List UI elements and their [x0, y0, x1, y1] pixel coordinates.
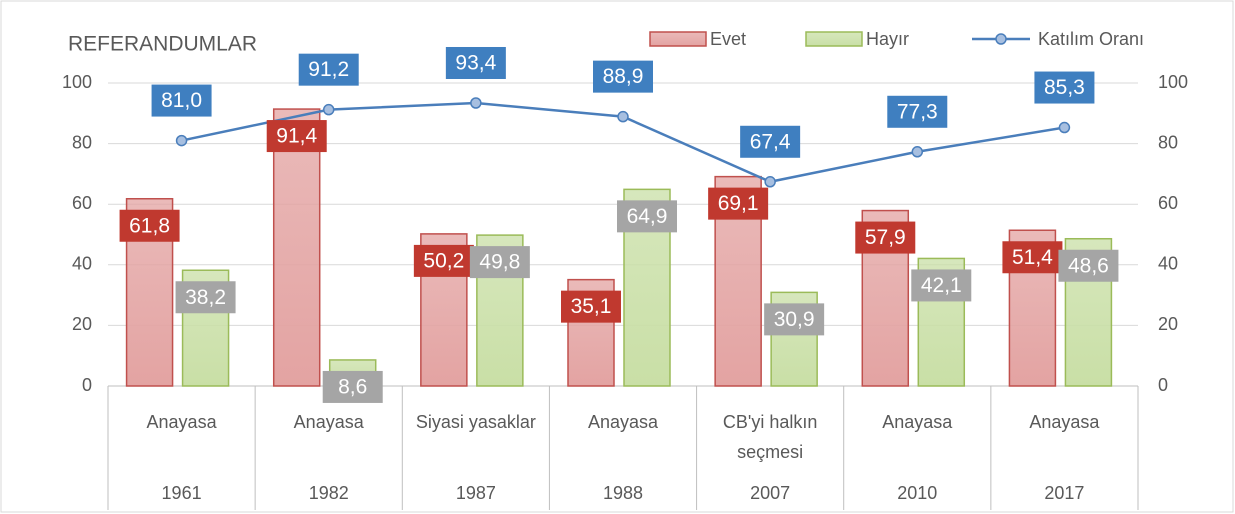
- data-label: 91,2: [308, 58, 349, 81]
- y-tick-label: 40: [72, 254, 92, 274]
- legend-label: Hayır: [866, 29, 909, 49]
- data-label-box: [175, 281, 236, 314]
- line-marker: [1058, 121, 1071, 134]
- data-label-box: [708, 187, 769, 220]
- x-tick-label: Anayasa: [1029, 412, 1100, 432]
- y-tick-label: 100: [62, 72, 92, 92]
- data-label: 49,8: [479, 251, 520, 274]
- data-label: 42,1: [921, 274, 962, 297]
- x-group-label: 2010: [897, 483, 938, 503]
- y2-tick-label: 100: [1158, 72, 1188, 92]
- data-label: 81,0: [161, 89, 202, 112]
- legend-label: Evet: [710, 29, 746, 49]
- y-tick-label: 60: [72, 193, 92, 213]
- data-label-box: [322, 370, 383, 403]
- data-label-box: [298, 53, 359, 86]
- data-label: 91,4: [276, 125, 317, 148]
- data-label-box: [561, 290, 621, 323]
- y2-tick-label: 80: [1158, 132, 1178, 152]
- data-label: 8,6: [338, 375, 367, 398]
- data-label: 85,3: [1044, 76, 1085, 99]
- x-group-label: 2017: [1044, 483, 1085, 503]
- x-group-label: 1988: [602, 483, 644, 503]
- data-label-box: [119, 209, 180, 242]
- legend-label: Katılım Oranı: [1038, 29, 1144, 49]
- data-label-box: [1002, 241, 1063, 274]
- data-label: 51,4: [1012, 246, 1053, 269]
- y-tick-label: 20: [72, 314, 92, 334]
- data-label-box: [445, 46, 506, 79]
- x-group-label: 1987: [455, 483, 496, 503]
- x-tick-label: Anayasa: [587, 412, 659, 432]
- legend-swatch: [649, 31, 707, 47]
- x-tick-label: Siyasi yasaklar: [415, 412, 536, 432]
- x-group-label: 1982: [308, 483, 349, 503]
- y2-tick-label: 60: [1158, 193, 1178, 213]
- line-marker: [911, 146, 924, 158]
- line-marker: [470, 97, 482, 109]
- data-label: 69,1: [718, 192, 759, 215]
- x-tick-label: Anayasa: [293, 412, 364, 432]
- x-group-label: 2007: [750, 483, 791, 503]
- data-label: 64,9: [627, 205, 668, 228]
- data-label: 67,4: [750, 130, 791, 153]
- chart-title: REFERANDUMLAR: [68, 33, 257, 56]
- bar: [272, 108, 321, 387]
- x-tick-label: Anayasa: [882, 412, 953, 432]
- y2-tick-label: 20: [1158, 314, 1178, 334]
- x-tick-label: CB'yi halkın seçmesi: [722, 412, 818, 462]
- data-label: 93,4: [455, 52, 496, 75]
- data-label: 77,3: [897, 100, 938, 123]
- data-label: 88,9: [603, 65, 644, 88]
- data-label-box: [593, 60, 653, 93]
- data-label: 61,8: [129, 214, 170, 237]
- data-label-box: [413, 244, 474, 277]
- x-tick-label: Anayasa: [146, 412, 217, 432]
- data-label-box: [1058, 249, 1119, 282]
- data-label-box: [887, 95, 948, 128]
- y2-tick-label: 0: [1158, 375, 1168, 395]
- data-label-box: [740, 125, 801, 158]
- line-marker: [617, 110, 629, 123]
- data-label-box: [469, 246, 530, 279]
- y-tick-label: 80: [72, 132, 92, 152]
- data-label: 50,2: [423, 249, 464, 272]
- data-label: 30,9: [774, 308, 815, 331]
- y-tick-label: 0: [82, 375, 92, 395]
- legend-marker: [995, 33, 1007, 45]
- data-label-box: [151, 84, 212, 117]
- line-marker: [322, 103, 335, 116]
- x-group-label: 1961: [161, 483, 202, 503]
- data-label-box: [1034, 71, 1095, 104]
- data-label: 38,2: [185, 286, 226, 309]
- data-label-box: [911, 269, 972, 302]
- data-label-box: [764, 303, 825, 336]
- line-marker: [764, 176, 776, 188]
- data-label: 57,9: [865, 226, 906, 249]
- data-label-box: [617, 200, 677, 233]
- y2-tick-label: 40: [1158, 254, 1178, 274]
- data-label: 35,1: [571, 295, 612, 318]
- legend-swatch: [805, 31, 863, 47]
- data-label: 48,6: [1068, 254, 1109, 277]
- line-marker: [175, 134, 188, 147]
- data-label-box: [855, 221, 916, 254]
- data-label-box: [266, 120, 327, 153]
